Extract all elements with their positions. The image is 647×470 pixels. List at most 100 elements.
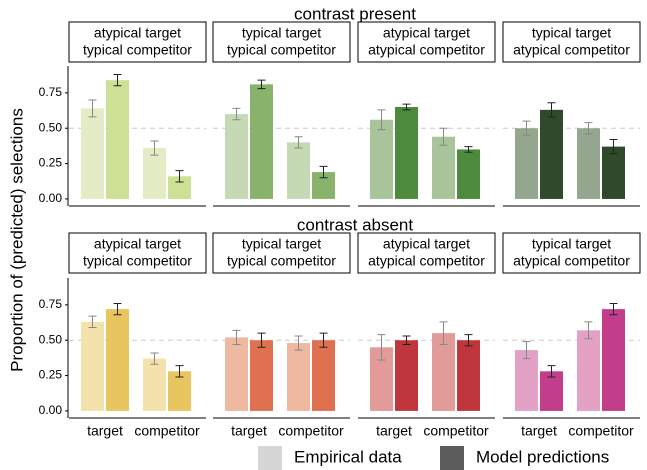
bar [540,371,563,411]
error-bar [439,127,448,146]
strip-label: atypical target [94,236,181,252]
bar [168,176,191,199]
error-bar [88,315,97,328]
y-tick-label: 0.75 [39,85,63,99]
error-bar [522,120,531,136]
error-bar [547,102,556,118]
bar [143,148,166,199]
bar [395,107,418,199]
bar [287,343,310,411]
strip-label: typical target [242,25,321,41]
strip-label: typical target [242,236,321,252]
x-tick-label: target [376,423,412,439]
bar [106,309,129,411]
strip-label: atypical competitor [513,253,630,269]
strip [357,21,496,63]
strip [502,232,641,274]
error-bar [584,122,593,135]
error-bar [464,146,473,153]
bar [168,371,191,411]
error-bar [113,73,122,87]
error-bar [232,329,241,345]
error-bar [464,334,473,347]
bar [432,136,455,199]
strip [212,232,351,274]
bar [312,172,335,199]
legend-label: Model predictions [476,447,609,466]
x-tick-label: competitor [568,423,634,439]
bar [250,84,273,199]
strip-label: typical competitor [83,253,192,269]
bar [515,350,538,411]
bar [577,128,600,199]
error-bar [113,302,122,316]
error-bar [175,365,184,378]
bar [602,146,625,199]
error-bar [257,79,266,90]
y-tick-label: 0.50 [39,332,63,346]
row-title: contrast present [294,4,416,23]
error-bar [257,332,266,348]
x-tick-label: target [521,423,557,439]
bar [540,109,563,199]
strip-label: atypical competitor [368,42,485,58]
y-tick-label: 0.25 [39,368,63,382]
strip [68,21,207,63]
error-bar [439,321,448,345]
error-bar [402,335,411,345]
error-bar [319,332,328,348]
strip [68,232,207,274]
strip-label: atypical target [383,25,470,41]
error-bar [294,335,303,351]
legend-swatch [258,446,282,470]
error-bar [402,103,411,111]
bar [81,321,104,411]
strip-label: typical competitor [227,253,336,269]
bar [143,358,166,411]
strip [212,21,351,63]
error-bar [377,334,386,361]
bar [602,309,625,411]
bar [515,128,538,199]
strip-label: atypical target [383,236,470,252]
row-title: contrast absent [297,215,414,234]
bar [225,337,248,411]
error-bar [377,109,386,131]
error-bar [547,365,556,378]
x-tick-label: competitor [134,423,200,439]
x-tick-label: target [87,423,123,439]
bar [432,333,455,411]
strip-label: atypical competitor [513,42,630,58]
x-tick-label: competitor [423,423,489,439]
error-bar [88,99,97,118]
bar [106,80,129,199]
legend-swatch [440,446,464,470]
x-tick-label: competitor [278,423,344,439]
strip-label: typical competitor [83,42,192,58]
bar [287,142,310,199]
strip-label: typical competitor [227,42,336,58]
bar [577,330,600,411]
error-bar [584,321,593,340]
y-tick-label: 0.00 [39,191,63,205]
bar [370,119,393,199]
y-tick-label: 0.75 [39,297,63,311]
error-bar [319,165,328,179]
x-tick-label: target [231,423,267,439]
y-tick-label: 0.50 [39,120,63,134]
bar [457,340,480,411]
error-bar [294,136,303,149]
strip-label: typical target [532,236,611,252]
strip-label: atypical competitor [368,253,485,269]
error-bar [175,170,184,183]
y-axis-label: Proportion of (predicted) selections [7,108,26,372]
y-tick-label: 0.25 [39,156,63,170]
bar [457,149,480,199]
bar [250,340,273,411]
strip [502,21,641,63]
error-bar [150,140,159,156]
strip-label: atypical target [94,25,181,41]
error-bar [609,139,618,155]
bar [370,347,393,411]
